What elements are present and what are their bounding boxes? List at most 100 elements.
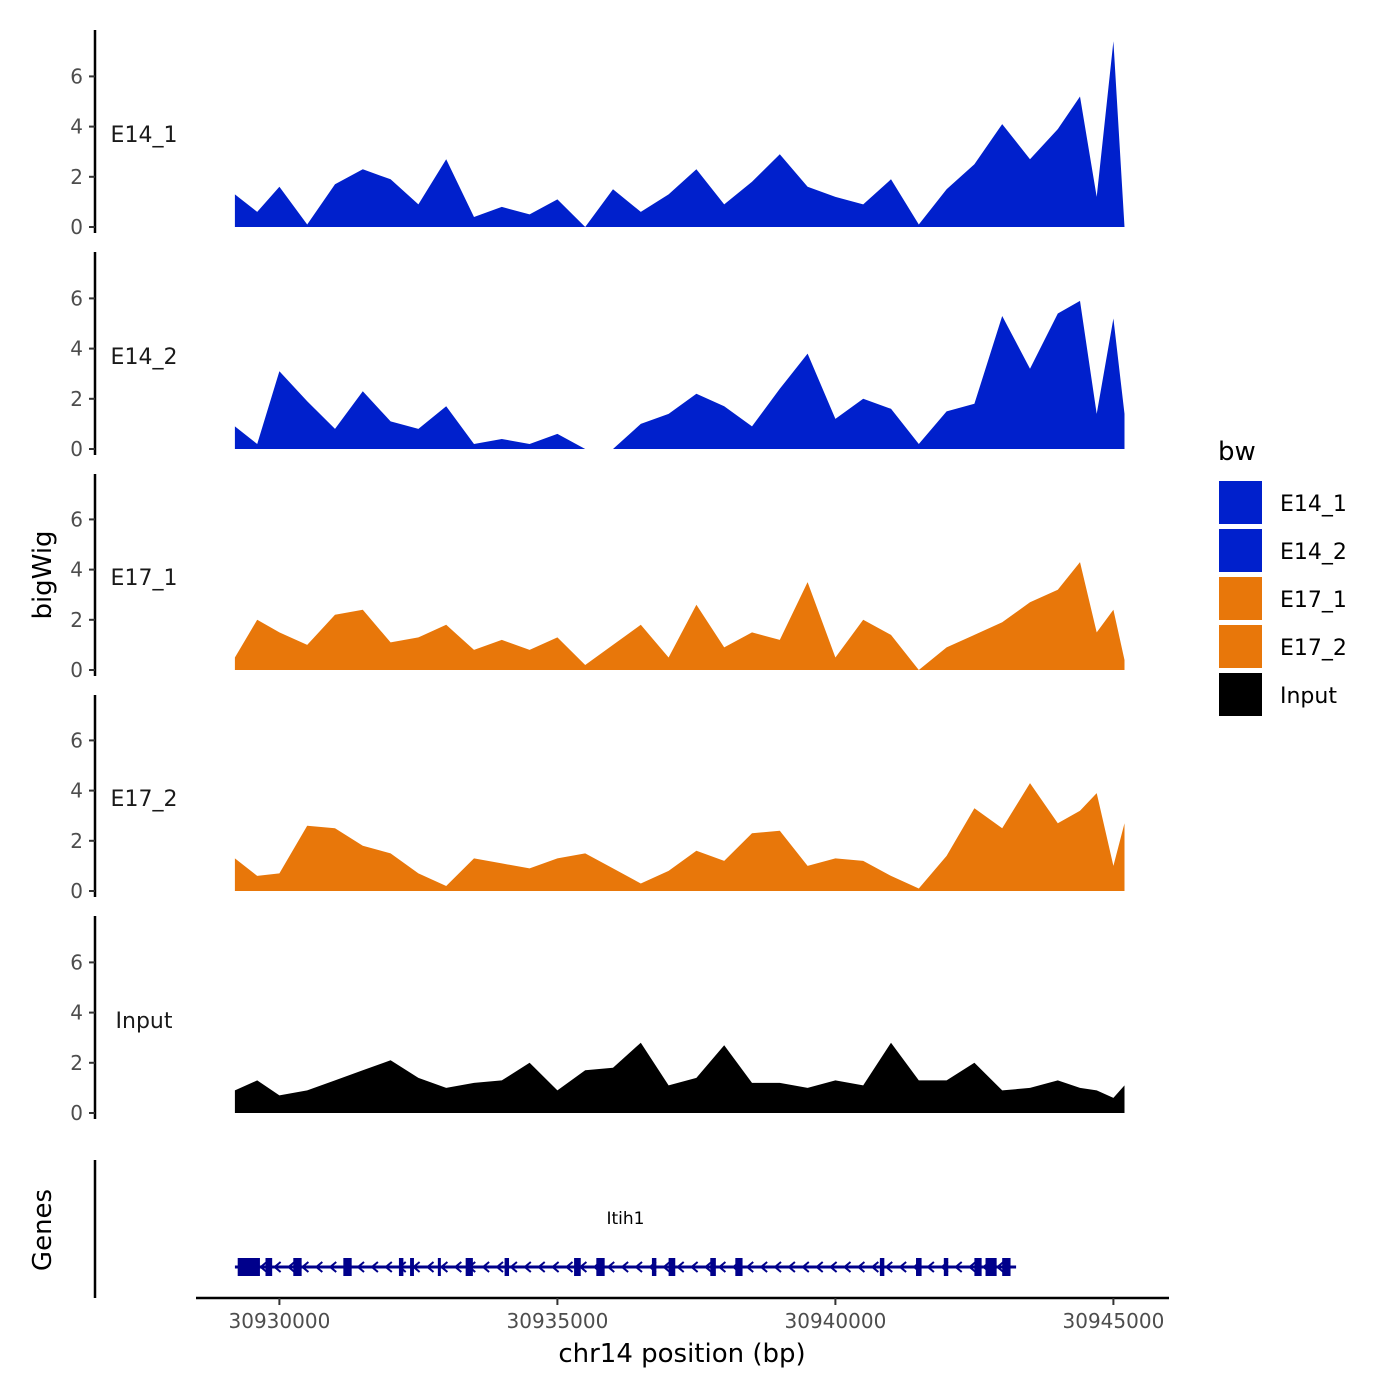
- y-tick-label: 2: [70, 829, 83, 853]
- y-tick-label: 4: [70, 779, 83, 803]
- strand-arrow: [926, 1261, 935, 1273]
- panel-e14_1: 0 2 4 6 E14_1: [70, 30, 1125, 239]
- gene-exon: [504, 1258, 510, 1276]
- panel-e17_2: 0 2 4 6 E17_2: [70, 695, 1125, 903]
- strand-arrow: [954, 1261, 963, 1273]
- y-tick-label: 4: [70, 1001, 83, 1025]
- strand-arrow: [842, 1261, 852, 1273]
- area-input: [234, 1042, 1125, 1113]
- y-axis-title: bigWig: [28, 530, 58, 619]
- panel-input: 0 2 4 6 Input: [70, 916, 1125, 1125]
- x-tick-label: 30930000: [229, 1309, 331, 1333]
- gene-exon: [879, 1258, 885, 1276]
- strand-arrow: [606, 1261, 615, 1273]
- strand-arrow: [801, 1261, 810, 1273]
- strand-arrow: [384, 1261, 393, 1273]
- strand-arrow: [676, 1261, 685, 1273]
- strand-arrow: [856, 1261, 866, 1273]
- y-tick-label: 0: [70, 879, 83, 903]
- gene-exon: [943, 1258, 949, 1276]
- y-tick-label: 2: [70, 608, 83, 632]
- area-e17_1: [234, 562, 1125, 670]
- panel-e14_2: 0 2 4 6 E14_2: [70, 252, 1125, 461]
- y-tick-label: 2: [70, 387, 83, 411]
- strand-arrow: [481, 1261, 490, 1273]
- y-tick-label: 2: [70, 1051, 83, 1075]
- area-e14_2: [234, 300, 1125, 449]
- gene-exon: [985, 1258, 997, 1276]
- legend-swatch-e17_1: [1217, 575, 1264, 622]
- y-tick-label: 4: [70, 115, 83, 139]
- x-tick-label: 30940000: [785, 1309, 887, 1333]
- gene-exon: [574, 1258, 581, 1276]
- strand-arrow: [314, 1261, 323, 1273]
- strand-arrow: [537, 1261, 546, 1273]
- strand-arrow: [286, 1261, 296, 1273]
- y-tick-label: 0: [70, 1101, 83, 1125]
- strand-arrow: [829, 1261, 838, 1273]
- area-e14_1: [234, 41, 1125, 227]
- gene-exon: [293, 1258, 302, 1276]
- y-tick-label: 6: [70, 286, 83, 310]
- strand-arrow: [815, 1261, 824, 1273]
- gene-exon: [710, 1258, 716, 1276]
- genes-track-title: Genes: [28, 1189, 58, 1271]
- gene-name-label: Itih1: [607, 1209, 645, 1229]
- strand-arrow: [898, 1261, 907, 1273]
- x-axis-title: chr14 position (bp): [558, 1339, 805, 1369]
- legend-label-e14_2: E14_2: [1280, 540, 1347, 565]
- gene-exon: [1002, 1258, 1011, 1276]
- legend-label-e17_1: E17_1: [1280, 588, 1347, 613]
- legend-swatch-e14_1: [1217, 479, 1264, 526]
- gene-exon: [265, 1258, 273, 1276]
- strand-arrow: [690, 1261, 699, 1273]
- track-label-e17_1: E17_1: [111, 566, 178, 591]
- gene-exon: [465, 1258, 473, 1276]
- gene-exon: [596, 1258, 605, 1276]
- genes-track: Genes Itih1: [28, 1160, 1017, 1298]
- strand-arrow: [995, 1261, 1005, 1273]
- gene-exon: [651, 1258, 657, 1276]
- strand-arrow: [884, 1261, 893, 1273]
- track-label-e14_2: E14_2: [111, 345, 178, 370]
- area-e17_2: [234, 783, 1125, 891]
- legend-title: bw: [1218, 437, 1256, 467]
- strand-arrow: [439, 1261, 449, 1273]
- gene-exon: [398, 1258, 404, 1276]
- strand-arrow: [551, 1261, 560, 1273]
- x-tick-label: 30935000: [507, 1309, 609, 1333]
- strand-arrow: [328, 1261, 337, 1273]
- track-label-e14_1: E14_1: [111, 123, 178, 148]
- x-axis: 30930000 30935000 30940000 30945000: [196, 1296, 1169, 1333]
- strand-arrow: [564, 1261, 574, 1273]
- strand-arrow: [453, 1261, 462, 1273]
- gene-exon: [974, 1258, 982, 1276]
- y-tick-label: 0: [70, 215, 83, 239]
- strand-arrow: [787, 1261, 796, 1273]
- strand-arrow: [759, 1261, 768, 1273]
- track-panels: 0 2 4 6 E14_1 0 2 4 6 E14_2 0 2 4 6 E17_1 0 2 4 6 E17_2 0 2 4 6…: [70, 30, 1125, 1125]
- strand-arrow: [495, 1261, 504, 1273]
- gene-exon: [668, 1258, 676, 1276]
- gene-exon: [437, 1258, 441, 1276]
- strand-arrow: [703, 1261, 713, 1273]
- strand-arrow: [773, 1261, 782, 1273]
- legend-swatch-e14_2: [1217, 527, 1264, 574]
- strand-arrow: [717, 1261, 727, 1273]
- strand-arrow: [259, 1261, 268, 1273]
- y-tick-label: 6: [70, 64, 83, 88]
- gene-exon: [916, 1258, 922, 1276]
- y-tick-label: 6: [70, 728, 83, 752]
- y-tick-label: 0: [70, 437, 83, 461]
- legend-label-e17_2: E17_2: [1280, 636, 1347, 661]
- legend-label-e14_1: E14_1: [1280, 492, 1347, 517]
- strand-arrow: [300, 1261, 310, 1273]
- strand-arrow: [634, 1261, 643, 1273]
- gene-exon: [237, 1258, 260, 1276]
- y-tick-label: 6: [70, 507, 83, 531]
- x-tick-label: 30945000: [1063, 1309, 1165, 1333]
- y-tick-label: 2: [70, 165, 83, 189]
- y-tick-label: 6: [70, 950, 83, 974]
- legend-swatch-e17_2: [1217, 623, 1264, 670]
